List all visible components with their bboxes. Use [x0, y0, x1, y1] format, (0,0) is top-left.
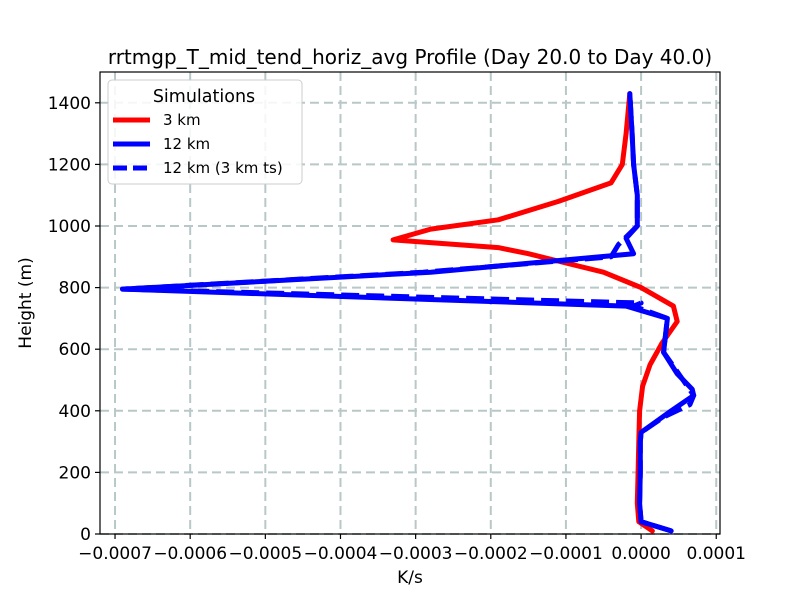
y-tick-label: 1000	[48, 217, 91, 237]
chart-title: rrtmgp_T_mid_tend_horiz_avg Profile (Day…	[108, 45, 712, 69]
x-tick-label: 0.0001	[687, 544, 746, 564]
y-axis-label: Height (m)	[16, 257, 36, 348]
x-tick-label: 0.0000	[611, 544, 670, 564]
y-tick-label: 1400	[48, 94, 91, 114]
y-tick-label: 0	[80, 525, 91, 545]
tick-layer: −0.0007 −0.0006 −0.0005 −0.0004 −0.0003 −0.00…	[48, 94, 746, 564]
legend: Simulations 3 km 12 km 12 km (3 km ts)	[107, 79, 303, 185]
x-tick-label: −0.0004	[304, 544, 378, 564]
legend-label-1: 3 km	[163, 111, 201, 129]
plot-frame	[99, 71, 721, 535]
x-tick-label: −0.0003	[379, 544, 453, 564]
y-tick-label: 800	[59, 279, 91, 299]
x-tick-label: −0.0006	[153, 544, 227, 564]
legend-label-2: 12 km	[163, 135, 210, 153]
y-tick-label: 600	[59, 340, 91, 360]
x-tick-label: −0.0001	[529, 544, 603, 564]
series-line-3	[120, 93, 697, 534]
series-layer	[120, 91, 697, 534]
legend-title: Simulations	[153, 87, 255, 107]
legend-box	[107, 79, 303, 185]
x-tick-label: −0.0007	[78, 544, 152, 564]
legend-label-3: 12 km (3 km ts)	[163, 159, 283, 177]
y-tick-label: 1200	[48, 155, 91, 175]
x-axis-label: K/s	[397, 568, 423, 588]
y-tick-label: 200	[59, 463, 91, 483]
x-tick-label: −0.0002	[454, 544, 528, 564]
x-tick-label: −0.0005	[228, 544, 302, 564]
legend-entries: 3 km 12 km 12 km (3 km ts)	[113, 111, 283, 177]
y-tick-label: 400	[59, 402, 91, 422]
